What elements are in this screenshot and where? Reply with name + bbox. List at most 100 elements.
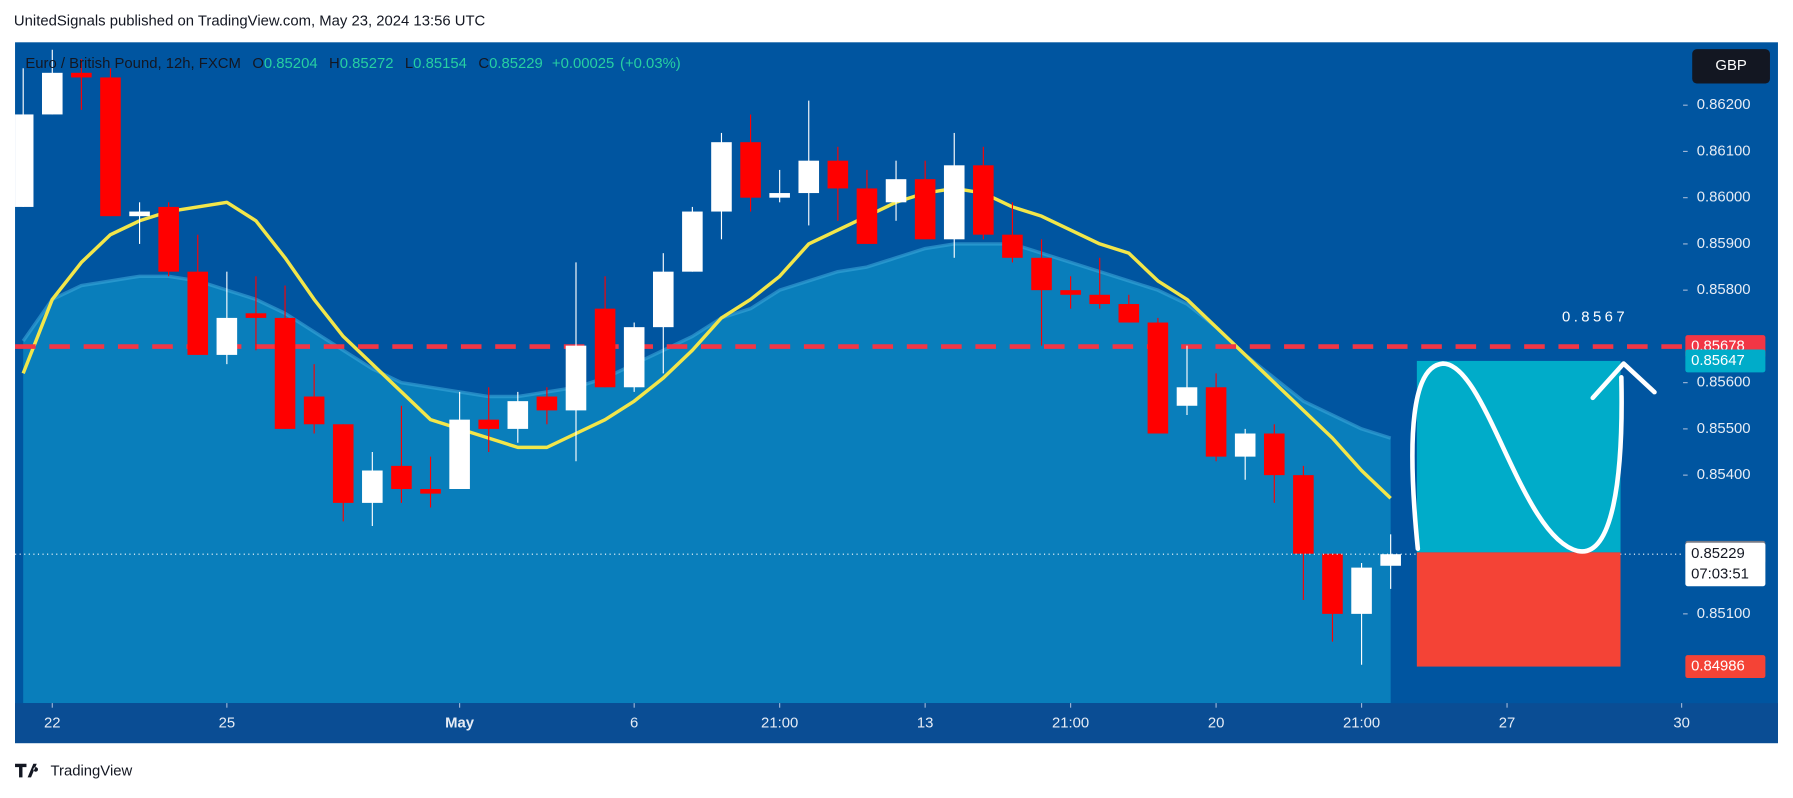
y-tick-label: 0.86200	[1697, 97, 1751, 113]
candle-body	[682, 211, 703, 272]
candle-body	[885, 179, 907, 203]
currency-button[interactable]: GBP	[1692, 49, 1770, 84]
candle-body	[1322, 553, 1343, 614]
moving-average	[21, 242, 1392, 440]
candle-body	[245, 313, 267, 318]
legend-item: 0.85154	[413, 56, 467, 72]
candle-body	[507, 401, 529, 429]
candle-body	[1176, 387, 1198, 406]
x-tick-label: 21:00	[1343, 716, 1380, 732]
x-tick-label: 21:00	[761, 716, 798, 732]
legend-item: 0.85229	[489, 56, 543, 72]
candle-body	[914, 179, 936, 240]
candle-body	[1089, 294, 1110, 305]
x-axis-strip	[15, 703, 1778, 744]
candle-body	[652, 271, 674, 328]
moving-average	[21, 186, 1392, 500]
price-label-bg	[1685, 542, 1766, 587]
candle-body	[1263, 433, 1285, 476]
position-target	[1416, 360, 1621, 553]
forecast-sketch	[1410, 361, 1657, 554]
position-stop	[1416, 552, 1621, 667]
legend-item: 0.85272	[340, 56, 394, 72]
y-tick-label: 0.85500	[1697, 421, 1751, 437]
candle-body	[420, 489, 441, 494]
plot-area	[15, 49, 1684, 704]
price-label: 0.84986	[1691, 658, 1745, 674]
candle-body	[129, 211, 150, 217]
candle-body	[71, 72, 92, 78]
x-tick-label: 25	[219, 716, 236, 732]
candle-body	[565, 345, 587, 411]
x-tick-label: 27	[1499, 716, 1516, 732]
candle-body	[274, 317, 296, 429]
legend-item: H	[329, 56, 340, 72]
candle-body	[798, 160, 820, 194]
price-label-bg	[1685, 349, 1766, 373]
candle-body	[943, 165, 965, 240]
x-tick-label: 13	[917, 716, 934, 732]
candle-body	[41, 72, 63, 115]
ma-band-area	[23, 243, 1391, 704]
candle-body	[362, 470, 383, 503]
candle-body	[158, 206, 179, 272]
candle-body	[332, 424, 354, 503]
legend-header: Euro / British Pound, 12h, FXCM O0.85204 H…	[25, 56, 680, 72]
legend-item: Euro / British Pound, 12h, FXCM	[25, 56, 241, 72]
candle-body	[711, 142, 732, 212]
series-layer	[15, 49, 1684, 704]
candle-body	[740, 142, 761, 198]
candle-body	[536, 396, 558, 411]
y-tick-label: 0.85900	[1697, 236, 1751, 252]
candle-body	[100, 77, 121, 217]
candle-body	[594, 308, 616, 388]
candle-body	[1002, 234, 1023, 258]
candle-body	[216, 317, 238, 355]
y-tick-label: 0.85100	[1697, 606, 1751, 622]
brand: TradingView	[50, 764, 132, 780]
candle-body	[623, 327, 645, 388]
x-tick-label: 21:00	[1052, 716, 1089, 732]
currency[interactable]: GBP	[1715, 58, 1746, 74]
candle-body	[478, 419, 500, 429]
legend-item: C	[478, 56, 489, 72]
y-tick-label: 0.85800	[1697, 282, 1751, 298]
legend-item: 0.85204	[264, 56, 318, 72]
candle-body	[827, 160, 849, 189]
price-label: 0.85647	[1691, 353, 1745, 369]
legend-item: +0.00025	[552, 56, 614, 72]
candle-body	[303, 396, 325, 425]
candle-body	[1118, 304, 1140, 323]
x-tick-label: 30	[1673, 716, 1690, 732]
x-tick-label: 6	[630, 716, 638, 732]
candle-body	[769, 193, 790, 198]
candle-body	[187, 271, 209, 355]
y-tick-label: 0.86100	[1697, 143, 1751, 159]
y-tick-label: 0.85600	[1697, 375, 1751, 391]
legend-item: O	[252, 56, 264, 72]
candle-body	[391, 465, 412, 490]
candle-body	[1060, 290, 1081, 295]
legend-item: L	[405, 56, 413, 72]
countdown: 07:03:51	[1691, 567, 1749, 583]
legend-item: (+0.03%)	[620, 56, 681, 72]
candle-body	[1351, 567, 1372, 614]
candle-body	[1380, 554, 1401, 566]
y-tick-label: 0.85400	[1697, 467, 1751, 483]
y-tick-label: 0.86000	[1697, 190, 1751, 206]
candle-body	[1293, 475, 1314, 554]
candle-body	[1147, 322, 1169, 434]
price-label-bg	[1685, 655, 1766, 679]
candle-body	[1205, 387, 1227, 457]
candle-body	[1234, 433, 1256, 457]
x-tick-label: May	[445, 716, 475, 732]
x-tick-label: 20	[1208, 716, 1225, 732]
candle-body	[15, 114, 34, 207]
x-tick-label: 22	[44, 716, 61, 732]
brand-logo	[15, 763, 38, 778]
attribution: UnitedSignals published on TradingView.c…	[14, 14, 486, 30]
candle-body	[856, 188, 878, 244]
candle-body	[1031, 257, 1052, 291]
